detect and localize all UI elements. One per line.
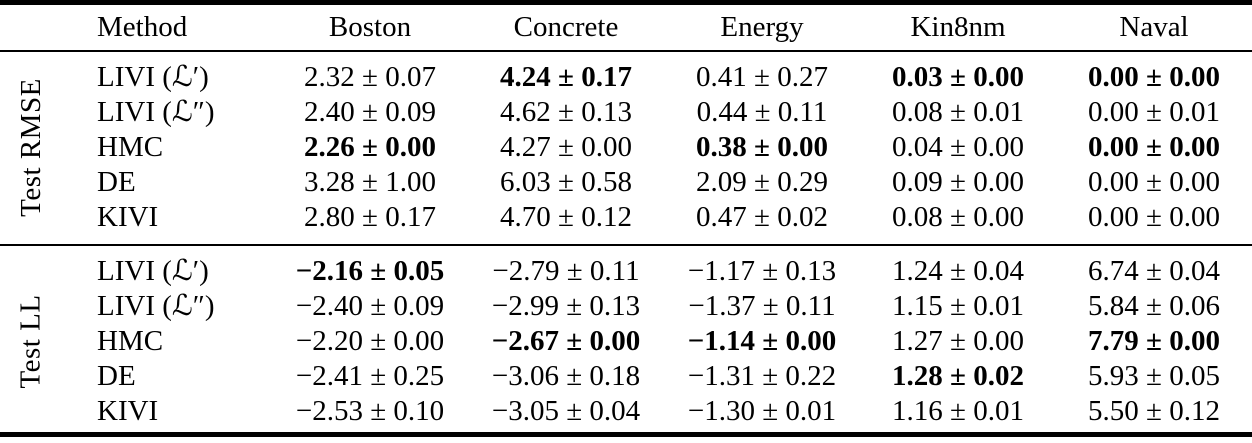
value-cell: 5.84 ± 0.06	[1088, 290, 1220, 322]
column-header-concrete: Concrete	[513, 11, 619, 43]
rotated-section-label: Test RMSE	[14, 78, 47, 217]
value-cell: −2.99 ± 0.13	[491, 290, 641, 322]
value-cell: 6.74 ± 0.04	[1088, 255, 1220, 287]
table-row: KIVI −2.53 ± 0.10 −3.05 ± 0.04 −1.30 ± 0.01…	[62, 394, 1252, 429]
value-cell: −2.41 ± 0.25	[295, 360, 445, 392]
header-row: Method Boston Concrete Energy Kin8nm Nav…	[0, 5, 1252, 50]
value-cell: −2.40 ± 0.09	[295, 290, 445, 322]
method-cell: KIVI	[97, 201, 159, 233]
value-cell: 4.27 ± 0.00	[500, 131, 632, 163]
value-cell: 0.00 ± 0.00	[1088, 201, 1220, 233]
value-cell: 2.26 ± 0.00	[304, 131, 436, 163]
value-cell: −2.67 ± 0.00	[491, 325, 641, 357]
value-cell: 2.32 ± 0.07	[304, 61, 436, 93]
value-cell: −2.79 ± 0.11	[492, 255, 640, 287]
method-cell: LIVI (ℒ″)	[97, 290, 215, 322]
section-rows-test-ll: LIVI (ℒ′) −2.16 ± 0.05 −2.79 ± 0.11 −1.17 ±…	[62, 254, 1252, 429]
row-group-label-test-ll: Test LL	[0, 254, 62, 429]
value-cell: 1.24 ± 0.04	[892, 255, 1024, 287]
value-cell: −3.06 ± 0.18	[491, 360, 641, 392]
value-cell: 2.09 ± 0.29	[696, 166, 828, 198]
value-cell: 1.28 ± 0.02	[892, 360, 1024, 392]
table-row: DE 3.28 ± 1.00 6.03 ± 0.58 2.09 ± 0.29 0.09 …	[62, 165, 1252, 200]
header-rule	[0, 50, 1252, 52]
top-rule	[0, 0, 1252, 5]
value-cell: 5.93 ± 0.05	[1088, 360, 1220, 392]
value-cell: 0.09 ± 0.00	[892, 166, 1024, 198]
method-cell: LIVI (ℒ′)	[97, 61, 209, 93]
value-cell: 0.03 ± 0.00	[892, 61, 1024, 93]
value-cell: −1.30 ± 0.01	[687, 395, 837, 427]
method-cell: LIVI (ℒ′)	[97, 255, 209, 287]
value-cell: 0.47 ± 0.02	[696, 201, 828, 233]
value-cell: 0.00 ± 0.00	[1088, 61, 1220, 93]
table-row: LIVI (ℒ″) 2.40 ± 0.09 4.62 ± 0.13 0.44 ± 0.…	[62, 95, 1252, 130]
value-cell: 2.40 ± 0.09	[304, 96, 436, 128]
column-header-energy: Energy	[720, 11, 804, 43]
value-cell: 6.03 ± 0.58	[500, 166, 632, 198]
mid-rule	[0, 244, 1252, 246]
table-row: HMC 2.26 ± 0.00 4.27 ± 0.00 0.38 ± 0.00 0.04…	[62, 130, 1252, 165]
value-cell: 7.79 ± 0.00	[1088, 325, 1220, 357]
value-cell: 0.08 ± 0.01	[892, 96, 1024, 128]
value-cell: 1.15 ± 0.01	[892, 290, 1024, 322]
column-header-kin8nm: Kin8nm	[910, 11, 1006, 43]
value-cell: −2.16 ± 0.05	[295, 255, 445, 287]
value-cell: −3.05 ± 0.04	[491, 395, 641, 427]
table-row: LIVI (ℒ′) 2.32 ± 0.07 4.24 ± 0.17 0.41 ± 0.…	[62, 60, 1252, 95]
column-header-boston: Boston	[328, 11, 412, 43]
value-cell: 4.62 ± 0.13	[500, 96, 632, 128]
value-cell: 0.04 ± 0.00	[892, 131, 1024, 163]
value-cell: 0.38 ± 0.00	[696, 131, 828, 163]
value-cell: −1.17 ± 0.13	[687, 255, 837, 287]
value-cell: −1.14 ± 0.00	[687, 325, 837, 357]
value-cell: −1.37 ± 0.11	[688, 290, 836, 322]
value-cell: −1.31 ± 0.22	[687, 360, 837, 392]
value-cell: 1.16 ± 0.01	[892, 395, 1024, 427]
value-cell: 4.24 ± 0.17	[500, 61, 632, 93]
value-cell: −2.20 ± 0.00	[295, 325, 445, 357]
table-row: HMC −2.20 ± 0.00 −2.67 ± 0.00 −1.14 ± 0.00 1…	[62, 324, 1252, 359]
method-cell: KIVI	[97, 395, 159, 427]
value-cell: 0.08 ± 0.00	[892, 201, 1024, 233]
method-cell: HMC	[97, 325, 164, 357]
method-cell: DE	[97, 166, 136, 198]
value-cell: 0.41 ± 0.27	[696, 61, 828, 93]
table-row: LIVI (ℒ′) −2.16 ± 0.05 −2.79 ± 0.11 −1.17 ±…	[62, 254, 1252, 289]
method-cell: DE	[97, 360, 136, 392]
column-header-naval: Naval	[1119, 11, 1189, 43]
value-cell: 0.00 ± 0.01	[1088, 96, 1220, 128]
value-cell: 0.00 ± 0.00	[1088, 166, 1220, 198]
rotated-section-label: Test LL	[14, 294, 47, 389]
value-cell: 0.44 ± 0.11	[696, 96, 828, 128]
table-row: KIVI 2.80 ± 0.17 4.70 ± 0.12 0.47 ± 0.02 0.0…	[62, 200, 1252, 235]
value-cell: 3.28 ± 1.00	[304, 166, 436, 198]
table-row: LIVI (ℒ″) −2.40 ± 0.09 −2.99 ± 0.13 −1.37 ±…	[62, 289, 1252, 324]
value-cell: 5.50 ± 0.12	[1088, 395, 1220, 427]
column-header-method: Method	[97, 11, 188, 43]
value-cell: 2.80 ± 0.17	[304, 201, 436, 233]
method-cell: LIVI (ℒ″)	[97, 96, 215, 128]
table-row: DE −2.41 ± 0.25 −3.06 ± 0.18 −1.31 ± 0.22 1.…	[62, 359, 1252, 394]
value-cell: 1.27 ± 0.00	[892, 325, 1024, 357]
method-cell: HMC	[97, 131, 164, 163]
section-test-ll: Test LL LIVI (ℒ′) −2.16 ± 0.05 −2.79 ± 0.1…	[0, 246, 1252, 432]
section-test-rmse: Test RMSE LIVI (ℒ′) 2.32 ± 0.07 4.24 ± 0.1…	[0, 52, 1252, 244]
bottom-rule	[0, 432, 1252, 437]
value-cell: −2.53 ± 0.10	[295, 395, 445, 427]
value-cell: 4.70 ± 0.12	[500, 201, 632, 233]
value-cell: 0.00 ± 0.00	[1088, 131, 1220, 163]
row-group-label-test-rmse: Test RMSE	[0, 60, 62, 235]
section-rows-test-rmse: LIVI (ℒ′) 2.32 ± 0.07 4.24 ± 0.17 0.41 ± 0.…	[62, 60, 1252, 235]
